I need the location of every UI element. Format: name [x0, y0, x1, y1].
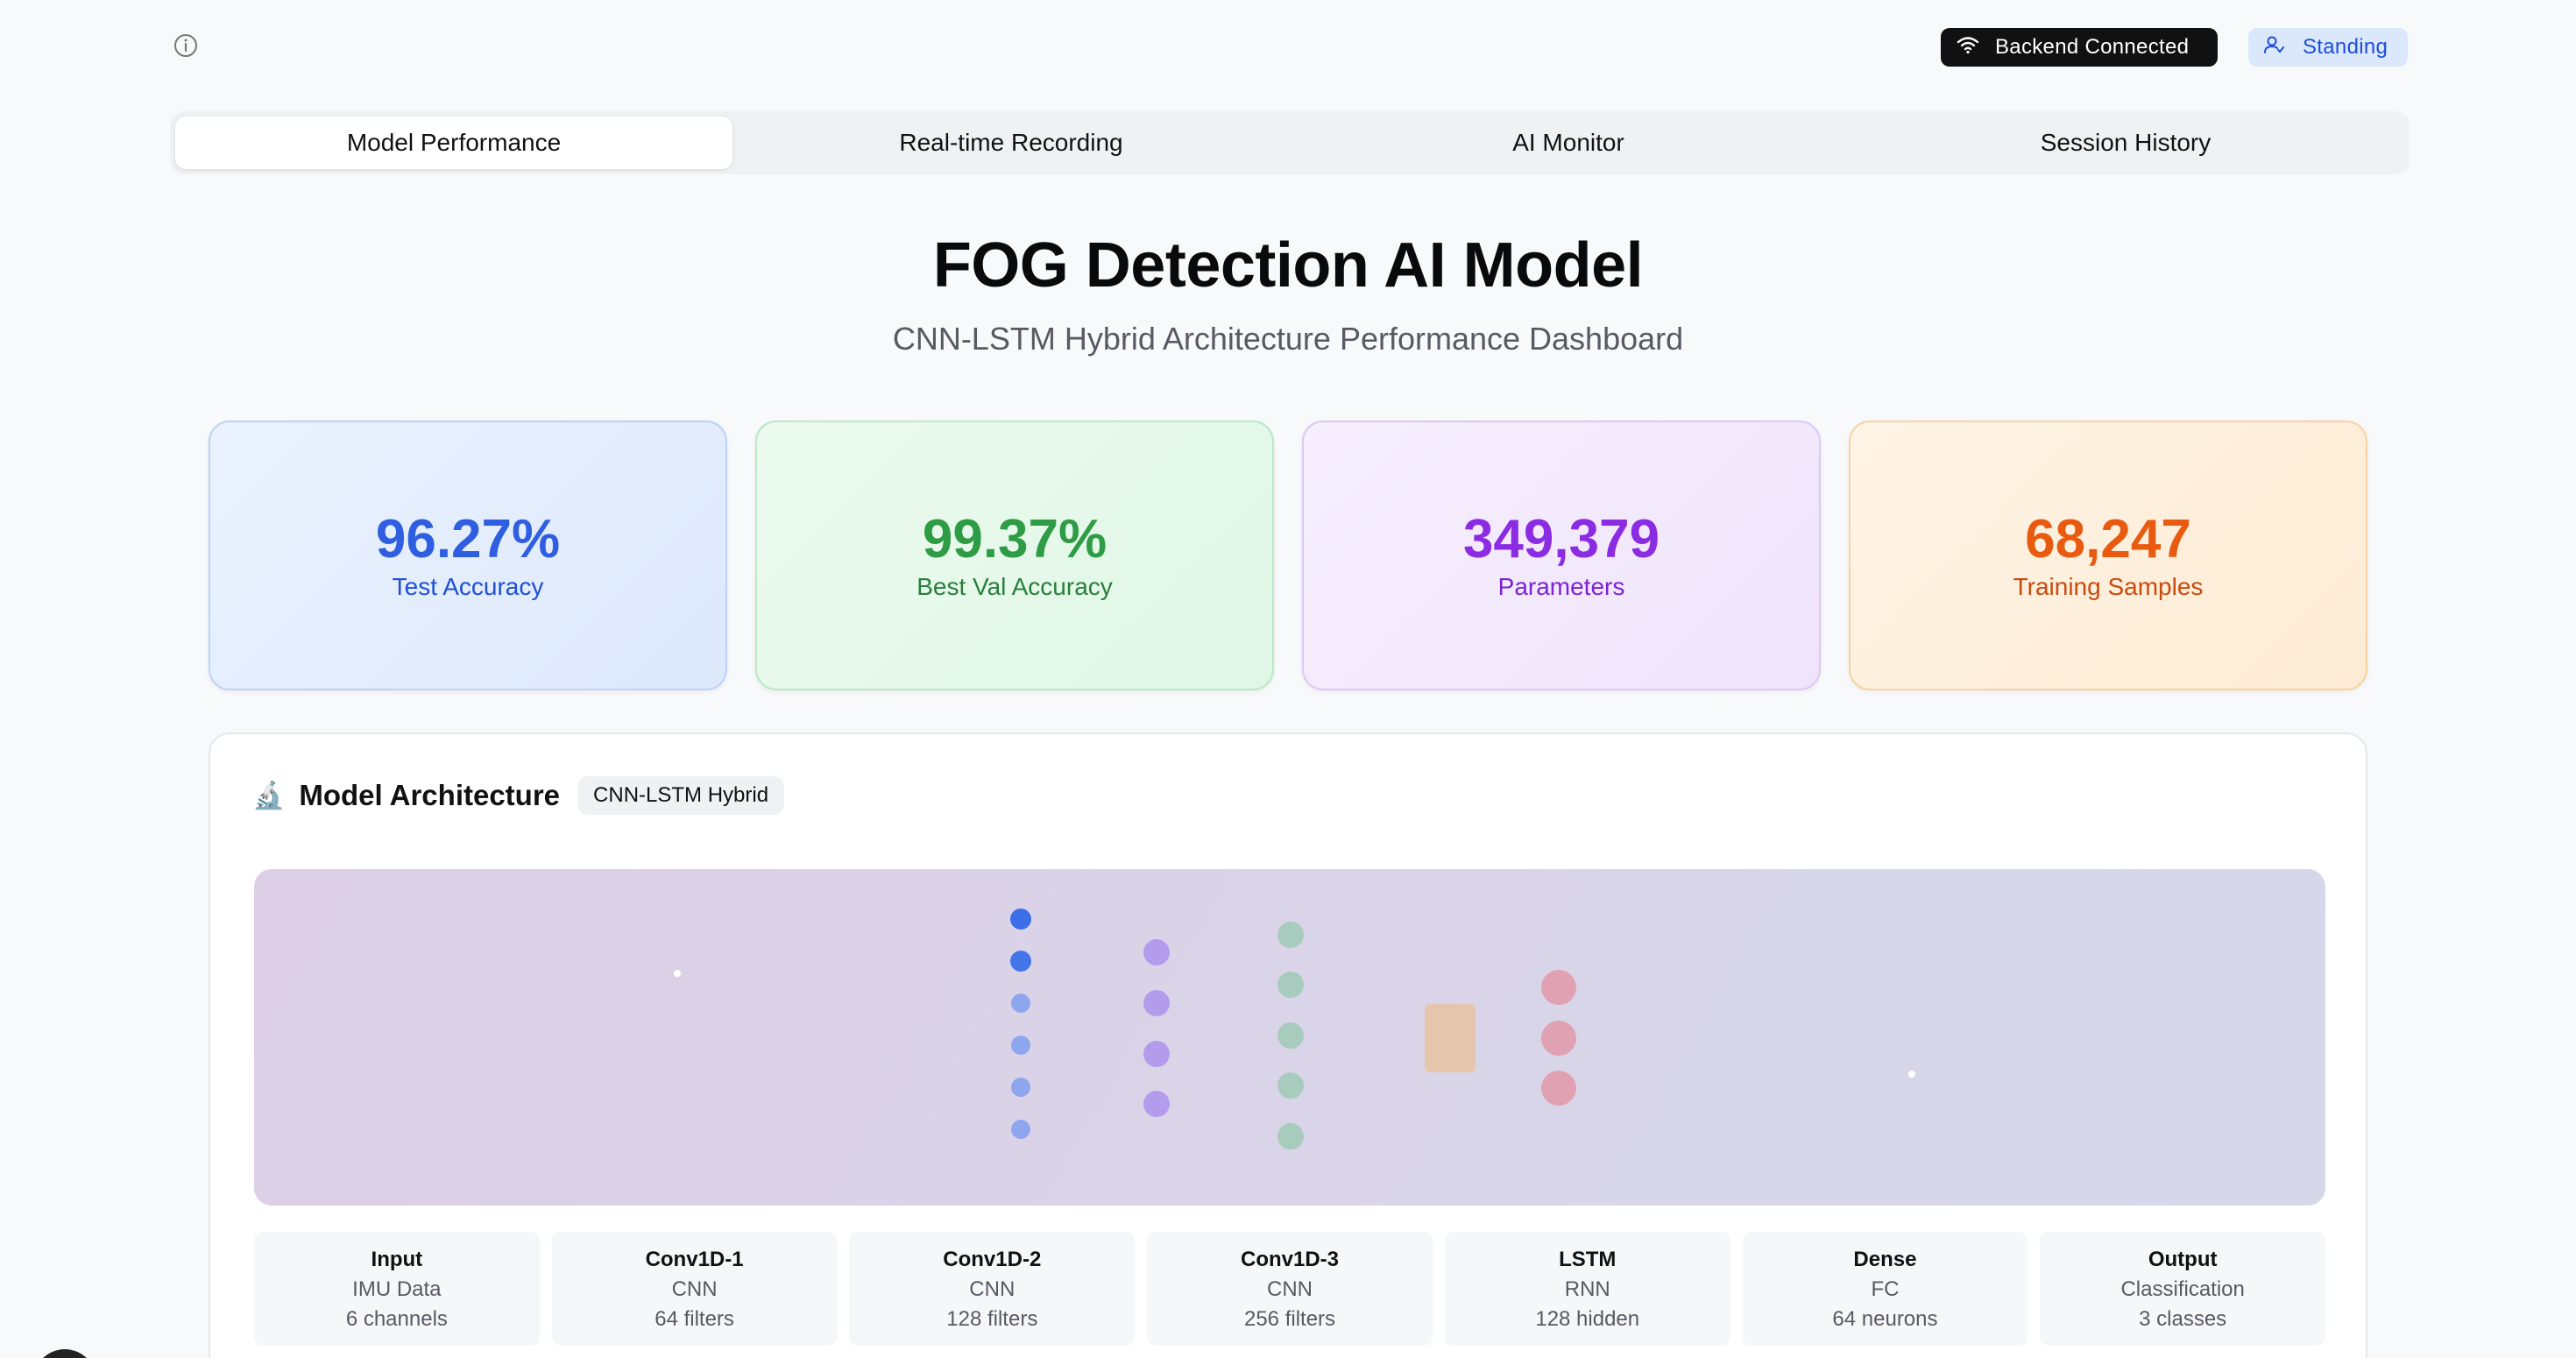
layer-detail: 64 filters	[655, 1307, 734, 1331]
layer-detail: 256 filters	[1243, 1307, 1336, 1331]
posture-mode-badge[interactable]: Standing	[2248, 28, 2408, 67]
layer-card-output: Output Classification 3 classes	[2040, 1232, 2326, 1346]
tab-ai-monitor[interactable]: AI Monitor	[1512, 129, 1624, 156]
architecture-header: 🔬 Model Architecture CNN-LSTM Hybrid	[252, 776, 785, 815]
layer-type: IMU Data	[352, 1277, 442, 1301]
lstm-cell	[1425, 1004, 1476, 1072]
layer-detail: 128 hidden	[1535, 1307, 1640, 1331]
tab-real-time-recording[interactable]: Real-time Recording	[899, 129, 1123, 156]
conv1-node	[1143, 939, 1170, 965]
layer-detail: 64 neurons	[1832, 1307, 1938, 1331]
floating-action-button[interactable]	[33, 1349, 96, 1358]
layer-name: Conv1D-1	[645, 1248, 744, 1271]
conv2-node	[1277, 972, 1304, 998]
stat-label: Training Samples	[2013, 573, 2204, 601]
conv2-node	[1277, 1072, 1304, 1099]
stats-row: 96.27% Test Accuracy 99.37% Best Val Acc…	[209, 421, 2367, 690]
layer-type: CNN	[671, 1277, 718, 1301]
layer-name: Output	[2148, 1248, 2218, 1271]
dense-node	[1541, 970, 1576, 1005]
layer-type: Classification	[2120, 1277, 2245, 1301]
backend-status-badge: Backend Connected	[1941, 28, 2218, 67]
input-node	[1010, 951, 1031, 972]
input-node	[1011, 994, 1030, 1013]
layer-list: Input IMU Data 6 channels Conv1D-1 CNN 6…	[254, 1232, 2326, 1346]
stat-label: Test Accuracy	[392, 573, 544, 601]
architecture-chip: CNN-LSTM Hybrid	[577, 776, 785, 815]
wifi-icon	[1957, 35, 1979, 60]
conv2-node	[1277, 1022, 1304, 1049]
layer-card-conv1d-1: Conv1D-1 CNN 64 filters	[551, 1232, 838, 1346]
layer-name: Input	[371, 1248, 423, 1271]
layer-name: Dense	[1853, 1248, 1917, 1271]
stat-value: 99.37%	[922, 508, 1108, 569]
stat-card-test-accuracy: 96.27% Test Accuracy	[209, 421, 727, 690]
main-tabs: Model Performance Real-time Recording AI…	[170, 111, 2410, 174]
layer-card-dense: Dense FC 64 neurons	[1742, 1232, 2028, 1346]
stat-card-best-val-accuracy: 99.37% Best Val Accuracy	[755, 421, 1274, 690]
conv2-node	[1277, 1123, 1304, 1149]
stat-value: 68,247	[2025, 508, 2191, 569]
input-node	[1010, 909, 1031, 930]
layer-detail: 128 filters	[946, 1307, 1038, 1331]
conv2-node	[1277, 922, 1304, 948]
microscope-icon: 🔬	[252, 781, 286, 810]
stat-label: Parameters	[1497, 573, 1625, 601]
layer-card-lstm: LSTM RNN 128 hidden	[1444, 1232, 1730, 1346]
page-subtitle: CNN-LSTM Hybrid Architecture Performance…	[892, 321, 1684, 357]
dense-node	[1541, 1071, 1576, 1106]
architecture-title: Model Architecture	[299, 779, 561, 811]
layer-type: FC	[1871, 1277, 1900, 1301]
conv1-node	[1143, 1091, 1170, 1117]
user-icon	[2262, 33, 2285, 62]
input-node	[1011, 1120, 1030, 1139]
layer-name: LSTM	[1559, 1248, 1617, 1271]
conv1-node	[1143, 990, 1170, 1016]
sparkle-dot	[1908, 1071, 1915, 1078]
backend-status-label: Backend Connected	[1995, 35, 2190, 59]
layer-type: CNN	[969, 1277, 1016, 1301]
layer-detail: 6 channels	[345, 1307, 448, 1331]
layer-name: Conv1D-2	[943, 1248, 1042, 1271]
stat-value: 349,379	[1462, 508, 1660, 569]
info-circle-icon[interactable]	[172, 32, 200, 60]
layer-card-conv1d-2: Conv1D-2 CNN 128 filters	[849, 1232, 1136, 1346]
stat-label: Best Val Accuracy	[916, 573, 1113, 601]
tab-session-history[interactable]: Session History	[2040, 129, 2212, 156]
layer-name: Conv1D-3	[1241, 1248, 1340, 1271]
dense-node	[1541, 1021, 1576, 1056]
page-title: FOG Detection AI Model	[932, 230, 1644, 301]
layer-card-input: Input IMU Data 6 channels	[254, 1232, 540, 1346]
stat-value: 96.27%	[375, 508, 561, 569]
input-node	[1011, 1078, 1030, 1097]
architecture-visualization	[254, 869, 2325, 1206]
architecture-card: 🔬 Model Architecture CNN-LSTM Hybrid	[209, 732, 2367, 1358]
layer-card-conv1d-3: Conv1D-3 CNN 256 filters	[1147, 1232, 1433, 1346]
input-node	[1011, 1036, 1030, 1055]
layer-detail: 3 classes	[2139, 1307, 2227, 1331]
posture-mode-label: Standing	[2303, 35, 2388, 59]
conv1-node	[1143, 1041, 1170, 1067]
stat-card-parameters: 349,379 Parameters	[1302, 421, 1821, 690]
stat-card-training-samples: 68,247 Training Samples	[1849, 421, 2367, 690]
layer-type: RNN	[1564, 1277, 1610, 1301]
sparkle-dot	[674, 970, 681, 977]
layer-type: CNN	[1267, 1277, 1313, 1301]
tab-model-performance[interactable]: Model Performance	[175, 117, 732, 169]
